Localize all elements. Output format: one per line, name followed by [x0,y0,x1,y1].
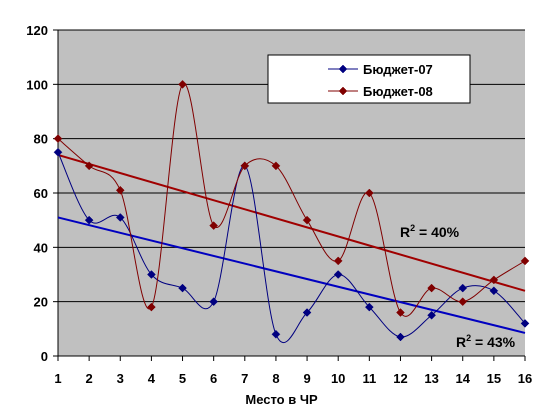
x-tick-label: 3 [117,371,124,386]
r-squared-symbol: R [456,334,466,350]
x-tick-label: 4 [148,371,156,386]
x-tick-label: 12 [393,371,407,386]
r-squared-exponent: 2 [466,333,471,343]
x-tick-label: 5 [179,371,186,386]
r-squared-annotations: R2 = 40%R2 = 43% [400,223,516,350]
y-tick-label: 80 [34,132,48,147]
legend-label: Бюджет-08 [363,84,433,99]
data-point [396,308,405,317]
series-1 [53,147,530,344]
data-point [147,302,156,312]
data-point [209,221,219,230]
x-tick-label: 16 [518,371,532,386]
series-2 [53,79,530,317]
x-tick-label: 15 [487,371,501,386]
data-point [84,215,94,225]
data-point [115,213,125,222]
data-point [458,297,468,307]
x-axis-title: Место в ЧР [245,392,318,407]
x-tick-label: 11 [362,371,376,386]
trendline [57,154,526,292]
y-tick-label: 40 [34,240,48,255]
data-point [364,188,374,198]
legend: Бюджет-07 Бюджет-08 [267,54,471,104]
y-tick-label: 120 [26,23,48,38]
y-tick-label: 60 [34,186,48,201]
data-point [209,297,219,307]
x-tick-label: 13 [424,371,438,386]
data-point [178,283,187,293]
y-tick-labels: 0 20 40 60 80 100 120 [26,23,48,364]
r-squared-value: = 40% [415,224,460,240]
data-point [271,329,281,339]
data-point [147,270,156,279]
data-point [458,283,468,293]
r-squared-value: = 43% [471,334,516,350]
y-tick-label: 100 [26,77,48,92]
data-point [240,161,250,171]
x-tick-label: 1 [54,371,61,386]
series-line [57,152,526,344]
legend-marker [338,64,348,74]
data-point [53,134,63,144]
x-tick-label: 2 [86,371,93,386]
series-group [53,79,530,344]
data-point [364,302,374,312]
axes [57,30,526,361]
legend-box [267,54,471,104]
x-tick-label: 8 [272,371,279,386]
data-point [396,332,405,342]
data-point [333,256,343,266]
trendline [57,216,526,334]
legend-label: Бюджет-07 [363,62,433,77]
data-point [302,215,312,225]
legend-marker [338,86,348,96]
x-tick-label: 7 [241,371,248,386]
data-point [427,283,436,293]
trendlines [57,154,526,334]
x-tick-label: 10 [331,371,345,386]
data-point [520,319,530,328]
y-tick-label: 0 [41,349,48,364]
data-point [302,308,312,317]
x-tick-label: 6 [210,371,217,386]
data-point [520,256,530,266]
data-point [271,161,281,171]
r-squared-label: R2 = 43% [456,333,516,350]
r-squared-symbol: R [400,224,410,240]
data-point [115,185,125,195]
data-point [178,79,187,89]
data-point [84,161,94,171]
x-tick-labels: 1 2 3 4 5 6 7 8 9 10 11 12 13 14 15 16 [54,371,532,386]
data-point [489,275,499,285]
data-point [333,270,343,279]
data-point [489,286,499,296]
x-tick-label: 9 [303,371,310,386]
x-tick-label: 14 [455,371,470,386]
data-point [427,310,436,320]
r-squared-exponent: 2 [410,223,415,233]
r-squared-label: R2 = 40% [400,223,460,240]
data-point [53,147,63,157]
y-tick-label: 20 [34,295,48,310]
